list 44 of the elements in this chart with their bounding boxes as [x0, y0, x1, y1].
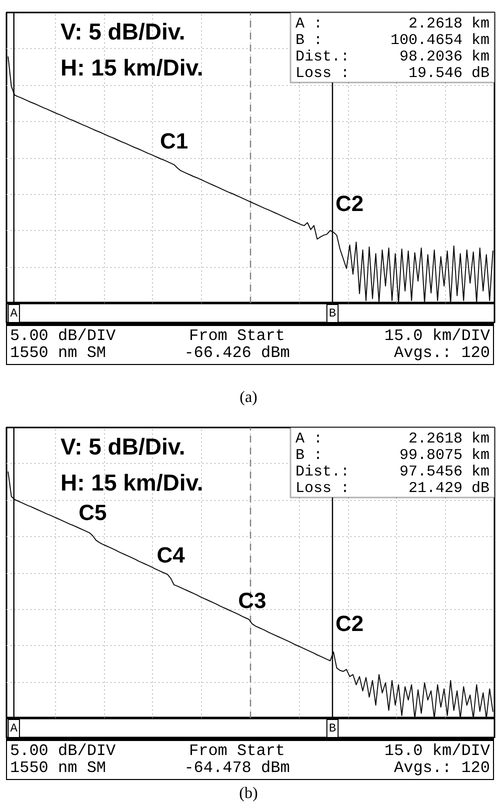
text: From Start: [188, 327, 285, 345]
text: From Start: [188, 742, 285, 760]
text: Avgs.: 120: [394, 344, 490, 362]
annotation: C2: [335, 610, 364, 636]
text: 5.00 dB/DIV: [10, 742, 116, 760]
annotation: 97.5456 km: [399, 464, 490, 480]
annotation: Loss :: [296, 65, 350, 82]
annotation: H: 15 km/Div.: [60, 54, 204, 80]
annotation: C2: [335, 191, 364, 216]
text: A: [10, 722, 18, 736]
annotation: C5: [78, 500, 107, 525]
annotation: Dist.:: [296, 464, 350, 480]
annotation: 98.2036 km: [399, 48, 490, 66]
text: B :: [296, 447, 323, 464]
text: 99.8075 km: [399, 447, 490, 464]
annotation: Dist.:: [296, 48, 350, 66]
text: A: [10, 306, 18, 320]
text: 1550 nm SM: [10, 344, 106, 362]
text: 5.00 dB/DIV: [10, 327, 116, 345]
text: B: [328, 306, 336, 320]
annotation: Loss :: [296, 480, 350, 497]
text: V: 5 dB/Div.: [60, 18, 186, 44]
text: -66.426 dBm: [184, 344, 290, 362]
text: B :: [296, 32, 323, 49]
text: (a): [238, 388, 258, 408]
text: -64.478 dBm: [184, 759, 290, 777]
text: Avgs.: 120: [394, 759, 490, 777]
text: A :: [296, 430, 323, 448]
annotation: C3: [238, 588, 266, 613]
annotation: C1: [160, 128, 188, 154]
text: V: 5 dB/Div.: [60, 434, 186, 460]
text: 15.0 km/DIV: [384, 327, 490, 345]
text: A :: [296, 16, 323, 32]
text: 100.4654 km: [390, 32, 490, 49]
text: 1550 nm SM: [10, 759, 106, 777]
text: B: [328, 722, 336, 736]
text: 2.2618 km: [408, 16, 490, 32]
text: 15.0 km/DIV: [384, 742, 490, 760]
annotation: H: 15 km/Div.: [60, 470, 204, 496]
text: (b): [238, 784, 259, 804]
annotation: 21.429 dB: [408, 480, 490, 497]
annotation: C4: [156, 542, 186, 568]
annotation: 19.546 dB: [408, 65, 490, 82]
text: 2.2618 km: [408, 430, 490, 448]
